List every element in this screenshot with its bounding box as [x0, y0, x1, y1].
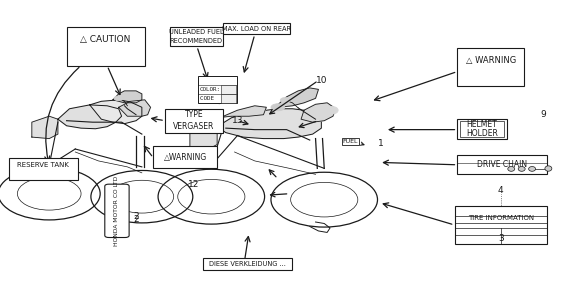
FancyBboxPatch shape	[457, 155, 547, 174]
Text: CODE: CODE	[200, 96, 217, 101]
Polygon shape	[58, 105, 122, 129]
Text: TYPE: TYPE	[185, 110, 203, 119]
Text: DRIVE CHAIN: DRIVE CHAIN	[477, 160, 527, 169]
Polygon shape	[119, 100, 151, 116]
FancyBboxPatch shape	[198, 76, 237, 103]
Polygon shape	[113, 91, 142, 103]
FancyBboxPatch shape	[460, 121, 504, 137]
Text: VERGASER: VERGASER	[173, 122, 215, 131]
Text: HOLDER: HOLDER	[466, 129, 498, 138]
FancyBboxPatch shape	[455, 206, 547, 244]
Text: DIESE VERKLEIDUNG ...: DIESE VERKLEIDUNG ...	[209, 261, 286, 267]
Polygon shape	[275, 88, 318, 107]
Text: HELMET: HELMET	[467, 119, 497, 128]
Ellipse shape	[508, 167, 515, 171]
Text: 9: 9	[540, 110, 546, 119]
FancyBboxPatch shape	[203, 258, 292, 270]
FancyBboxPatch shape	[153, 146, 217, 168]
Text: 3: 3	[498, 234, 504, 243]
Ellipse shape	[545, 166, 552, 171]
Text: △WARNING: △WARNING	[164, 153, 207, 162]
Text: 1: 1	[378, 139, 384, 148]
FancyBboxPatch shape	[221, 94, 236, 103]
Text: RECOMMENDED: RECOMMENDED	[170, 38, 223, 44]
FancyBboxPatch shape	[67, 27, 145, 66]
Text: 2: 2	[133, 212, 139, 221]
Text: RESERVE TANK: RESERVE TANK	[17, 162, 69, 168]
Text: 12: 12	[188, 180, 200, 189]
FancyBboxPatch shape	[457, 119, 507, 139]
FancyBboxPatch shape	[170, 27, 223, 46]
FancyBboxPatch shape	[457, 48, 524, 86]
Text: TIRE INFORMATION: TIRE INFORMATION	[468, 215, 534, 221]
Text: △ WARNING: △ WARNING	[466, 55, 516, 65]
Polygon shape	[301, 103, 336, 122]
Text: HONDA MOTOR CO LTD: HONDA MOTOR CO LTD	[115, 176, 119, 246]
Text: 2: 2	[133, 215, 139, 224]
FancyBboxPatch shape	[9, 158, 78, 180]
Text: FUEL: FUEL	[343, 139, 358, 144]
Polygon shape	[190, 127, 217, 149]
FancyBboxPatch shape	[105, 184, 129, 238]
Polygon shape	[90, 100, 142, 124]
Text: MAX. LOAD ON REAR: MAX. LOAD ON REAR	[222, 26, 291, 32]
Text: COLOR:: COLOR:	[200, 87, 221, 92]
Text: UNLEADED FUEL: UNLEADED FUEL	[169, 29, 223, 35]
Circle shape	[280, 97, 291, 103]
FancyBboxPatch shape	[223, 23, 290, 34]
Text: 4: 4	[498, 186, 504, 195]
Circle shape	[271, 104, 285, 111]
Text: △ CAUTION: △ CAUTION	[80, 35, 131, 44]
FancyBboxPatch shape	[221, 85, 236, 94]
Text: 13: 13	[232, 116, 243, 125]
Polygon shape	[217, 109, 321, 139]
FancyBboxPatch shape	[165, 109, 223, 133]
Polygon shape	[32, 116, 58, 139]
Ellipse shape	[529, 167, 536, 171]
Polygon shape	[211, 106, 266, 122]
Text: 10: 10	[316, 76, 327, 85]
Ellipse shape	[327, 107, 338, 114]
Ellipse shape	[518, 167, 525, 171]
Circle shape	[114, 96, 123, 101]
